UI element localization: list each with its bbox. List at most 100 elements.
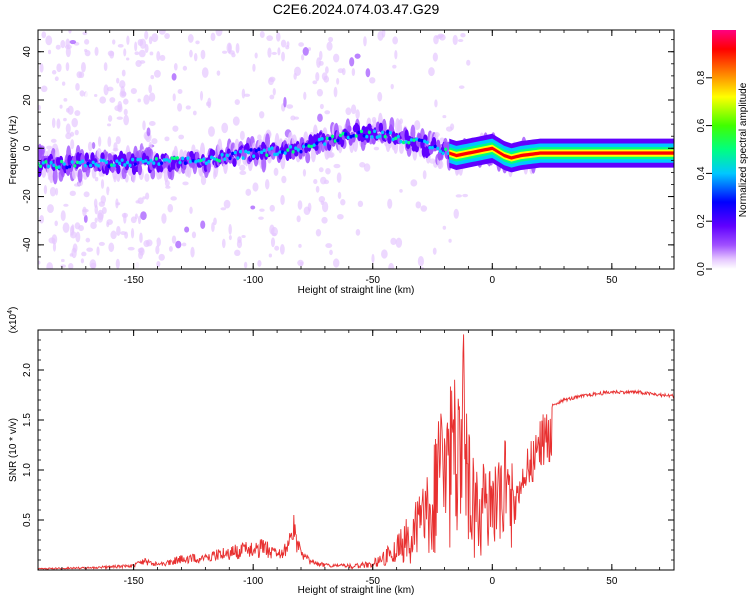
spectral-noise-blob (45, 35, 53, 46)
spectral-noise-blob (170, 196, 177, 201)
spectral-noise-blob (59, 104, 63, 109)
spectral-noise-blob (316, 88, 324, 97)
x-tick-label: -150 (124, 576, 144, 587)
spectral-noise-blob (273, 167, 279, 177)
x-tick-label: 0 (490, 576, 496, 587)
spectral-noise-blob (99, 96, 107, 104)
spectral-noise-blob (144, 173, 150, 182)
spectral-core-blob (283, 151, 287, 155)
spectral-noise-blob (110, 230, 117, 240)
spectral-noise-blob (178, 134, 185, 140)
spectral-core-blob (370, 135, 374, 139)
spectral-core-blob (288, 145, 293, 149)
spectrogram-heatmap (38, 30, 674, 269)
spectral-noise-blob (404, 224, 410, 230)
spectral-noise-blob (115, 258, 120, 269)
spectrogram-y-label: Frequency (Hz) (8, 116, 19, 185)
spectral-core-blob (96, 163, 101, 168)
spectral-noise-blob (74, 129, 79, 136)
spectral-noise-blob (68, 263, 74, 269)
spectral-core-blob (278, 150, 282, 154)
spectral-noise-blob (342, 265, 347, 269)
spectral-noise-blob (65, 107, 70, 113)
spectral-noise-blob (317, 113, 323, 123)
spectral-noise-blob (142, 120, 146, 131)
spectral-noise-blob (318, 60, 324, 66)
spectral-noise-blob (62, 222, 70, 233)
spectral-core-blob (378, 134, 382, 139)
x-tick-label: -100 (243, 275, 263, 286)
spectral-core-blob (81, 159, 85, 164)
spectral-noise-blob (60, 210, 66, 222)
spectral-core-blob (249, 148, 253, 152)
spectral-noise-blob (215, 30, 223, 37)
spectral-noise-blob (414, 120, 421, 131)
spectral-noise-blob (84, 39, 90, 45)
colorbar-tick-label: 0.6 (696, 118, 707, 132)
spectral-noise-blob (50, 138, 57, 143)
spectral-core-blob (131, 157, 135, 162)
spectral-core-blob (315, 141, 319, 146)
spectral-noise-blob (293, 72, 297, 80)
spectral-noise-blob (148, 36, 153, 45)
spectral-noise-blob (94, 217, 98, 223)
spectral-noise-blob (39, 63, 44, 73)
spectral-noise-blob (415, 201, 422, 209)
spectral-noise-blob (115, 136, 121, 145)
spectral-core-blob (181, 156, 185, 161)
spectral-ridge-blob (116, 164, 121, 175)
spectral-noise-blob (312, 80, 318, 85)
spectral-noise-blob (442, 114, 447, 119)
colorbar-ticks: 0.0 0.2 0.4 0.6 0.8 (696, 70, 712, 276)
spectral-core-blob (125, 160, 130, 165)
spectral-core-blob (233, 150, 237, 155)
spectral-core-blob (273, 152, 277, 157)
spectral-noise-blob (328, 36, 334, 43)
spectral-core-blob (165, 157, 169, 162)
spectral-noise-blob (200, 175, 207, 186)
spectral-core-blob (212, 156, 216, 161)
y-tick-label: 0 (22, 145, 33, 151)
spectral-noise-blob (40, 85, 48, 93)
spectral-core-blob (320, 137, 324, 141)
spectral-noise-blob (355, 109, 360, 120)
spectral-ridge-blob (137, 163, 143, 176)
spectral-noise-blob (138, 49, 146, 58)
spectral-core-blob (223, 157, 227, 162)
spectral-noise-blob (158, 253, 165, 261)
spectral-core-blob (194, 159, 198, 164)
spectral-noise-blob (195, 40, 200, 45)
spectral-noise-blob (182, 181, 189, 186)
spectral-core-blob (307, 144, 311, 148)
spectral-noise-blob (298, 42, 305, 47)
spectral-noise-blob (106, 221, 110, 228)
spectral-noise-blob (65, 62, 70, 72)
spectral-core-blob (430, 145, 435, 150)
spectral-noise-blob (333, 258, 340, 268)
spectral-noise-blob (106, 123, 112, 127)
spectral-core-blob (267, 147, 272, 151)
spectral-noise-blob (388, 262, 395, 269)
spectral-noise-blob (80, 258, 85, 264)
spectral-noise-blob (130, 228, 135, 239)
spectral-noise-blob (234, 249, 241, 257)
spectral-noise-blob (365, 68, 371, 78)
spectral-noise-blob (165, 185, 171, 189)
spectral-core-blob (46, 164, 51, 169)
spectral-noise-blob (126, 35, 130, 46)
spectral-noise-blob (302, 47, 309, 56)
spectral-noise-blob (321, 216, 328, 224)
spectral-core-blob (107, 164, 111, 169)
spectral-noise-blob (64, 44, 72, 50)
spectral-noise-blob (41, 31, 47, 39)
spectral-noise-blob (123, 212, 127, 224)
spectral-core-blob (304, 143, 308, 147)
spectral-noise-blob (337, 191, 342, 200)
spectral-noise-blob (281, 51, 285, 62)
spectral-noise-blob (68, 30, 72, 34)
spectral-noise-blob (257, 134, 262, 141)
spectral-core-blob (404, 140, 408, 144)
spectral-noise-blob (55, 44, 61, 50)
spectral-core-blob (259, 150, 264, 155)
